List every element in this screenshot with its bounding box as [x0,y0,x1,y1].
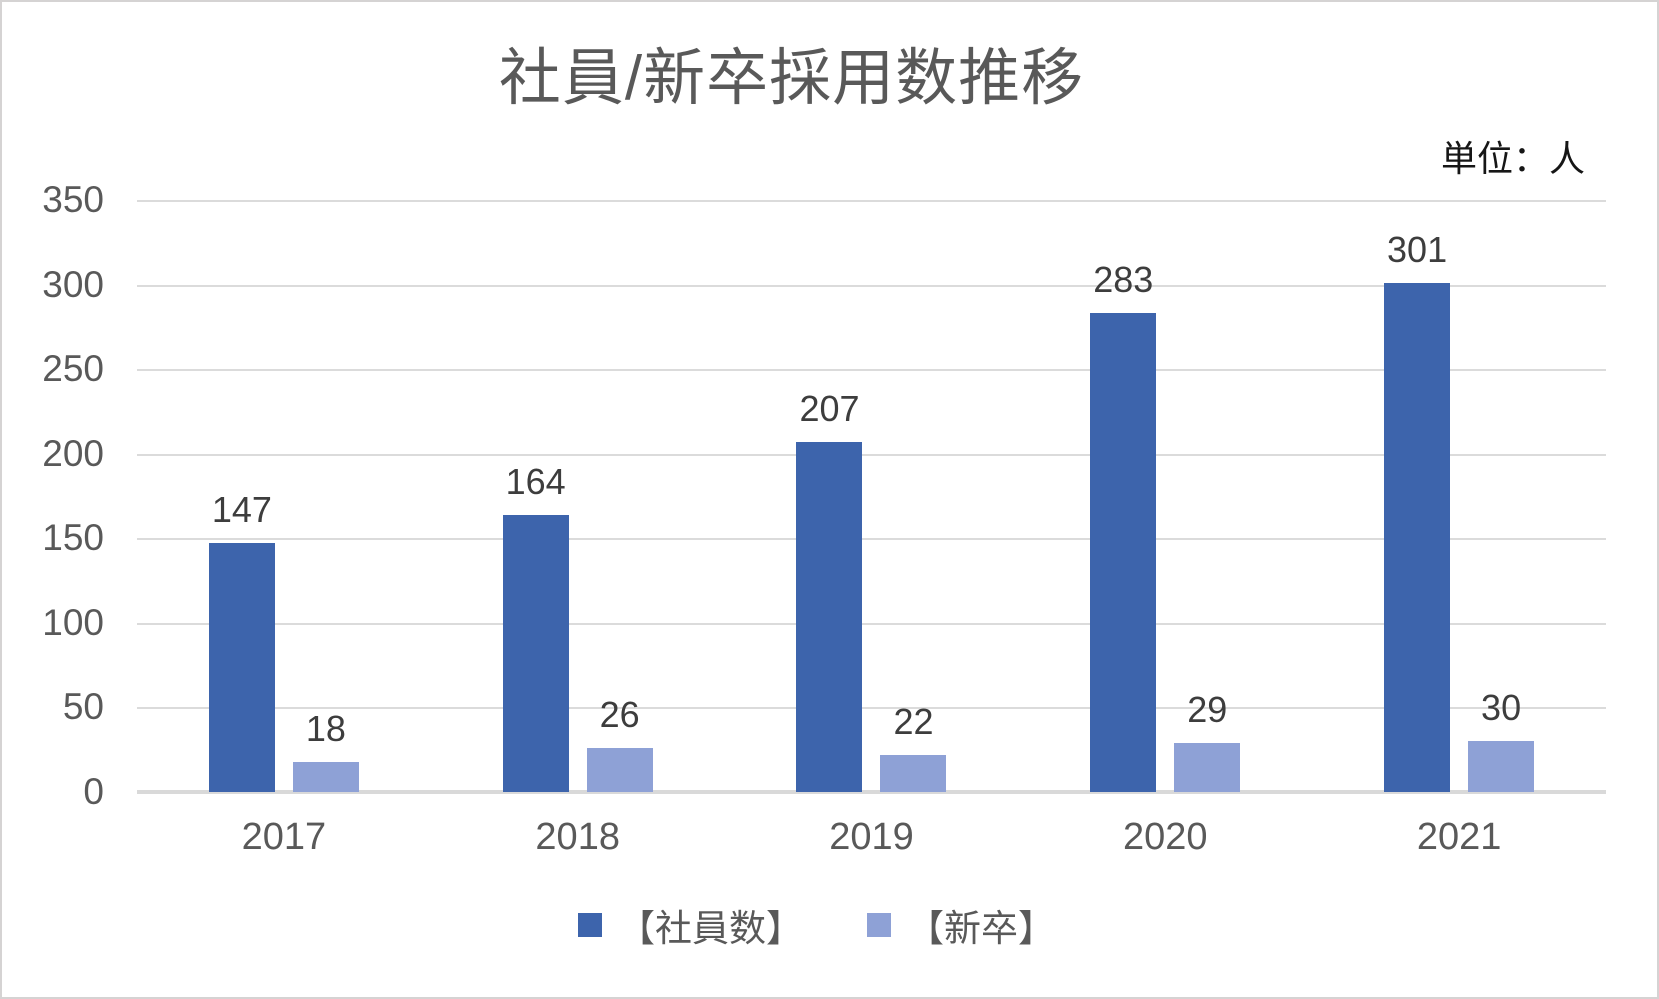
x-tick-2018: 2018 [535,816,620,858]
bar-slot-new-grads-2017: 18 [292,707,359,792]
bar-slot-employees-2017: 147 [208,489,275,792]
x-tick-2020: 2020 [1123,816,1208,858]
bar-new-grads-2019 [880,754,947,792]
bar-employees-2018 [502,514,569,792]
gridlines [137,200,1606,794]
bar-group-2020: 283 29 [1018,200,1312,792]
legend-item-new-grads: 【新卒】 [867,898,1055,952]
y-tick-150: 150 [42,517,104,559]
bar-employees-2019 [796,441,863,792]
legend-label-new-grads: 【新卒】 [907,908,1055,949]
x-tick-2017: 2017 [241,816,327,858]
gridline-300 [137,284,1606,287]
bar-slot-employees-2020: 283 [1090,259,1157,792]
bar-value-employees-2017: 147 [211,489,272,531]
bar-value-new-grads-2019: 22 [893,700,934,742]
bar-value-new-grads-2020: 29 [1187,688,1228,730]
bar-group-2019: 207 22 [725,200,1019,792]
y-axis: 0 50 100 150 200 250 300 350 [2,179,104,812]
y-tick-350: 350 [42,179,104,220]
bar-employees-2021 [1384,282,1451,792]
bar-value-new-grads-2018: 26 [599,694,640,736]
gridline-150 [137,538,1606,541]
bar-employees-2020 [1090,313,1157,792]
gridline-50 [137,707,1606,710]
y-tick-200: 200 [42,432,104,474]
bar-new-grads-2018 [586,748,653,792]
bar-value-employees-2019: 207 [799,387,860,429]
bar-group-2021: 301 30 [1312,200,1606,792]
legend-swatch-employees [578,913,602,937]
bar-slot-new-grads-2018: 26 [586,694,653,792]
gridline-350 [137,200,1606,202]
bar-employees-2017 [208,543,275,792]
y-tick-250: 250 [42,348,104,390]
y-tick-50: 50 [62,686,104,728]
bar-slot-employees-2018: 164 [502,460,569,792]
bar-group-2017: 147 18 [137,200,431,792]
bar-value-employees-2020: 283 [1093,259,1154,301]
chart-title: 社員/新卒採用数推移 [498,44,1085,113]
bar-new-grads-2021 [1468,741,1535,792]
unit-label: 単位：人 [1440,138,1585,179]
gridline-0 [137,790,1606,794]
y-tick-100: 100 [42,601,104,643]
x-tick-2021: 2021 [1416,816,1502,858]
y-tick-0: 0 [83,771,104,812]
bar-group-2018: 164 26 [431,200,725,792]
legend-label-employees: 【社員数】 [618,908,803,949]
x-tick-2019: 2019 [829,816,914,858]
bar-slot-employees-2019: 207 [796,387,863,792]
legend-swatch-new-grads [867,913,891,937]
gridline-200 [137,453,1606,456]
bar-slot-new-grads-2020: 29 [1174,688,1241,792]
bar-value-employees-2018: 164 [505,460,566,502]
legend: 【社員数】 【新卒】 [0,898,1646,952]
bar-slot-new-grads-2019: 22 [880,700,947,792]
bar-new-grads-2020 [1174,742,1241,792]
bar-value-employees-2021: 301 [1387,228,1448,270]
bar-slot-new-grads-2021: 30 [1468,687,1535,792]
bar-value-new-grads-2017: 18 [305,707,346,749]
bar-value-new-grads-2021: 30 [1481,687,1522,729]
gridline-100 [137,622,1606,625]
bar-groups: 147 18 164 26 207 22 283 29 301 30 [137,200,1606,792]
gridline-250 [137,369,1606,372]
bar-slot-employees-2021: 301 [1384,228,1451,792]
x-axis: 2017 2018 2019 2020 2021 [137,816,1606,859]
bar-new-grads-2017 [292,761,359,792]
y-tick-300: 300 [42,263,104,305]
plot-area: 147 18 164 26 207 22 283 29 301 30 [137,200,1606,794]
legend-item-employees: 【社員数】 [578,898,803,952]
